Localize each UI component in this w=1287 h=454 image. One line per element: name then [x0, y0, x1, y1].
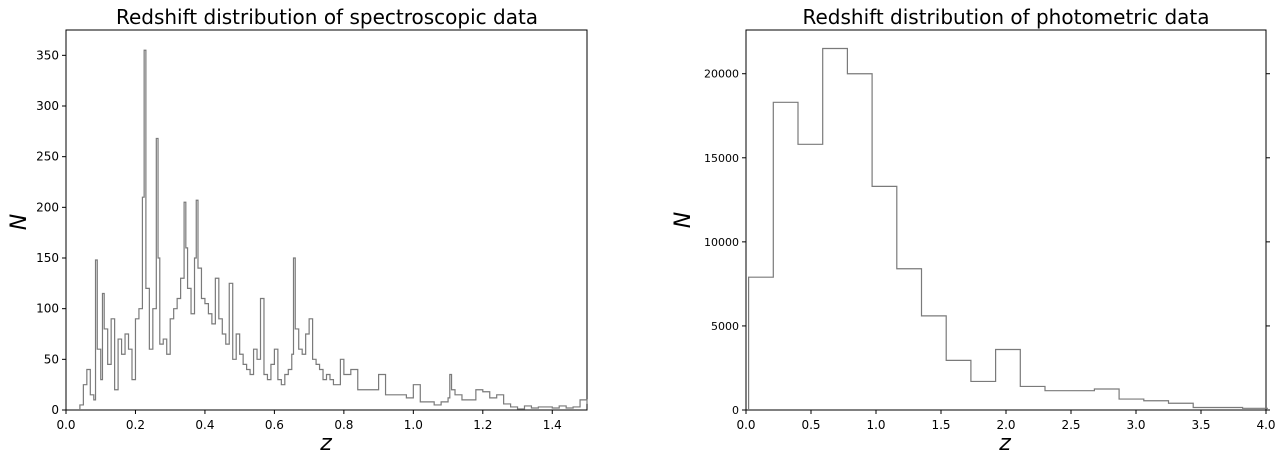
spectroscopic-y-tick-label: 350	[36, 48, 59, 62]
photometric-x-ticks: 0.0 0.5 1.0 1.5 2.0 2.5 3.0 3.5 4.0	[736, 410, 1276, 432]
spectroscopic-y-tick-label: 50	[44, 352, 59, 366]
photometric-x-tick-label: 2.5	[1061, 418, 1080, 432]
spectroscopic-histogram-line	[79, 49, 588, 410]
spectroscopic-x-tick-label: 0.8	[334, 418, 353, 432]
photometric-y-ticks: 0 5000 10000 15000 20000	[704, 68, 1270, 417]
spectroscopic-plot-area	[65, 29, 588, 411]
spectroscopic-x-tick-label: 1.4	[543, 418, 562, 432]
photometric-x-label: z	[998, 431, 1011, 454]
spectroscopic-y-tick-label: 0	[51, 403, 59, 417]
spectroscopic-x-tick-label: 0.2	[126, 418, 145, 432]
photometric-y-tick-label: 5000	[711, 320, 739, 333]
spectroscopic-panel: Redshift distribution of spectroscopic d…	[7, 5, 588, 454]
photometric-x-tick-label: 4.0	[1256, 418, 1275, 432]
photometric-plot-area	[745, 29, 1267, 411]
photometric-y-tick-label: 0	[732, 404, 739, 417]
photometric-y-label: N	[671, 212, 696, 228]
photometric-x-tick-label: 3.5	[1191, 418, 1210, 432]
photometric-x-tick-label: 0.5	[801, 418, 820, 432]
photometric-y-tick-label: 15000	[704, 152, 739, 165]
photometric-x-tick-label: 1.0	[866, 418, 885, 432]
spectroscopic-x-tick-label: 0.6	[265, 418, 284, 432]
spectroscopic-y-tick-label: 250	[36, 150, 59, 164]
spectroscopic-x-tick-label: 1.0	[404, 418, 423, 432]
spectroscopic-y-tick-label: 300	[36, 99, 59, 113]
spectroscopic-y-tick-label: 150	[36, 251, 59, 265]
photometric-x-tick-label: 2.0	[996, 418, 1015, 432]
spectroscopic-y-label: N	[7, 214, 32, 230]
photometric-panel: Redshift distribution of photometric dat…	[671, 5, 1276, 454]
spectroscopic-x-tick-label: 0.4	[195, 418, 214, 432]
photometric-x-tick-label: 0.0	[736, 418, 755, 432]
photometric-x-tick-label: 3.0	[1126, 418, 1145, 432]
photometric-x-tick-label: 1.5	[931, 418, 950, 432]
spectroscopic-x-tick-label: 0.0	[56, 418, 75, 432]
photometric-histogram-line	[748, 47, 1268, 410]
spectroscopic-y-tick-label: 100	[36, 302, 59, 316]
spectroscopic-y-ticks: 0 50 100 150 200 250 300 350	[36, 48, 66, 417]
spectroscopic-x-ticks: 0.0 0.2 0.4 0.6 0.8 1.0 1.2 1.4	[56, 410, 562, 432]
photometric-y-tick-label: 20000	[704, 68, 739, 81]
spectroscopic-y-tick-label: 200	[36, 200, 59, 214]
spectroscopic-title: Redshift distribution of spectroscopic d…	[116, 5, 538, 29]
photometric-y-tick-label: 10000	[704, 236, 739, 249]
photometric-title: Redshift distribution of photometric dat…	[802, 5, 1209, 29]
spectroscopic-x-tick-label: 1.2	[473, 418, 492, 432]
spectroscopic-x-label: z	[319, 431, 332, 454]
